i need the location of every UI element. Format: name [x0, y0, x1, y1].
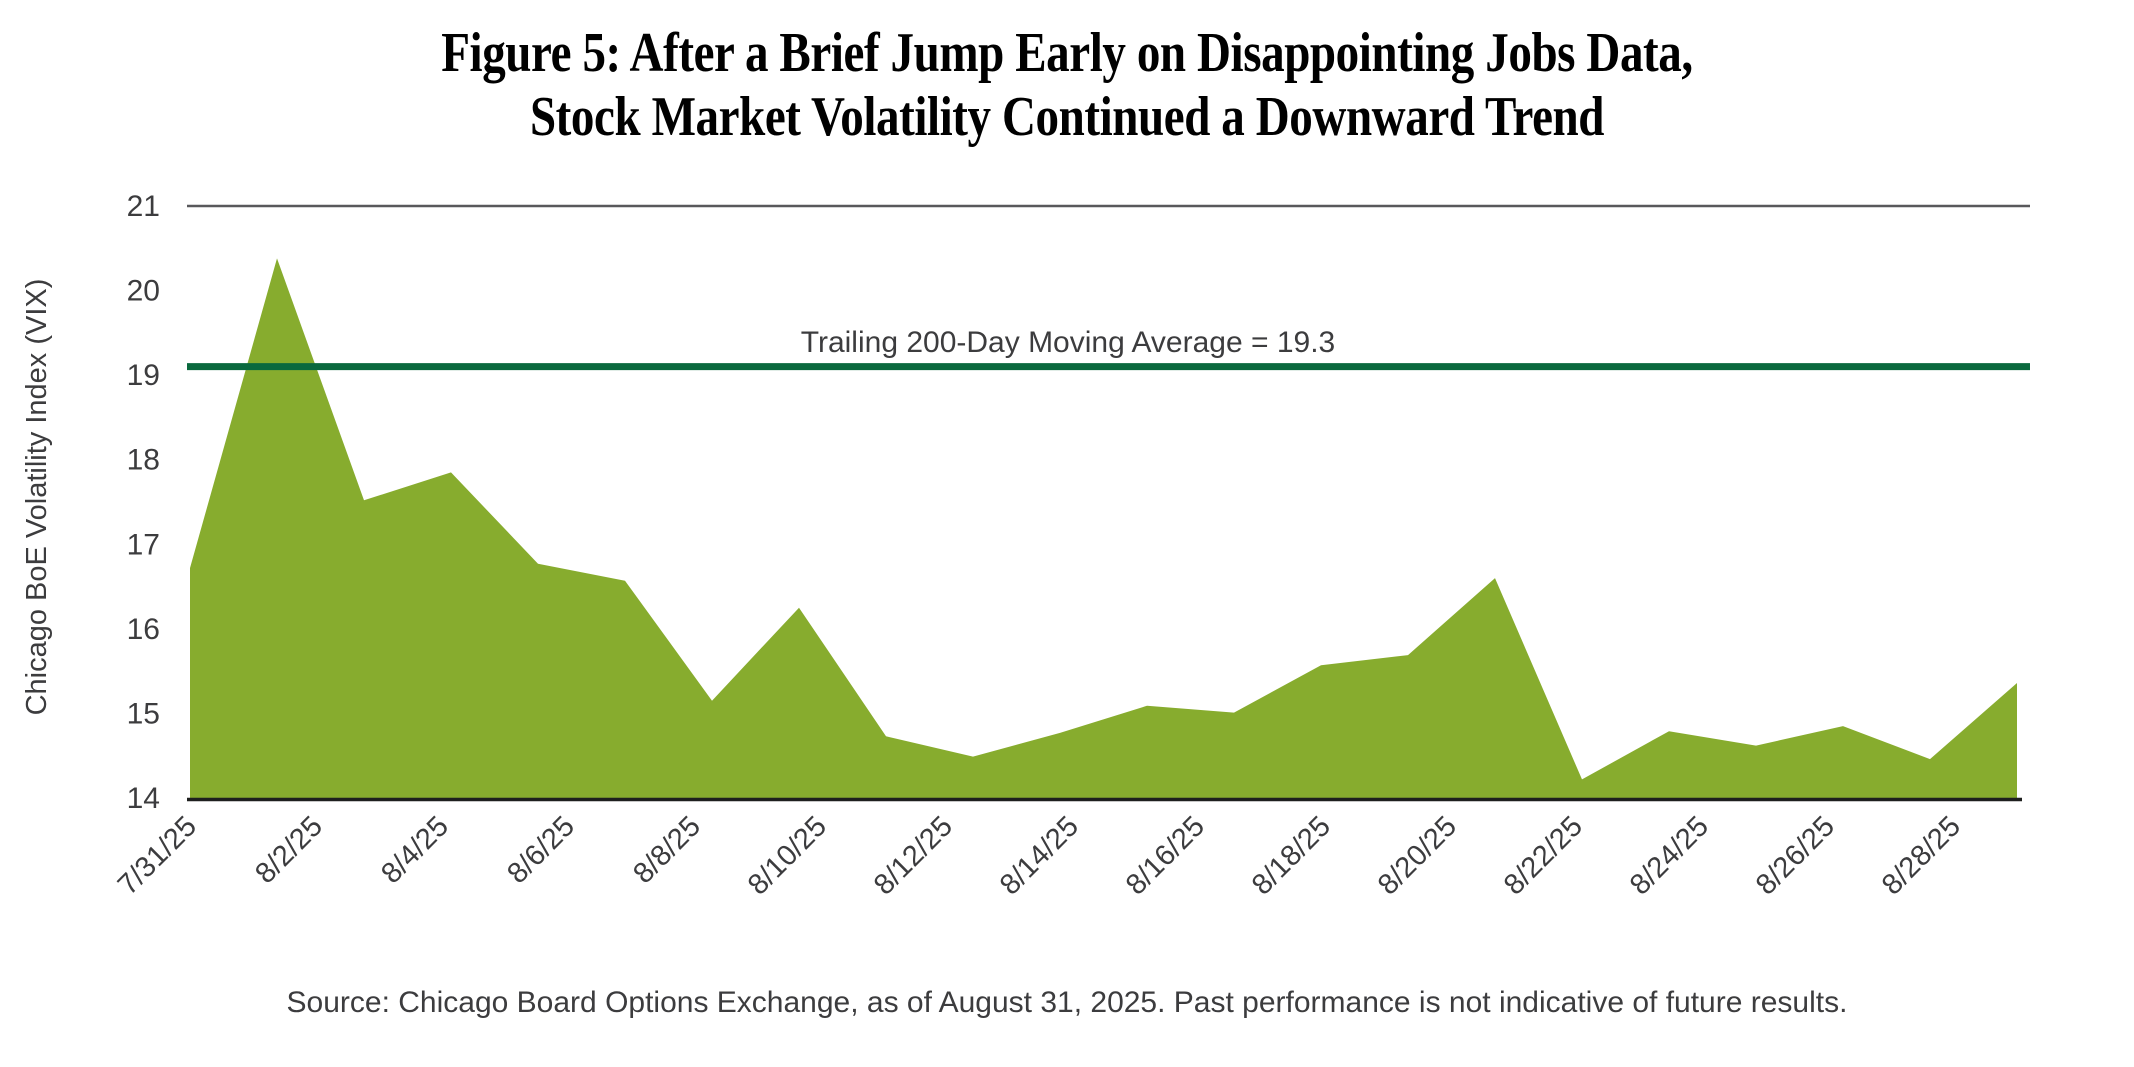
x-tick-label: 8/6/25 [501, 810, 581, 890]
y-tick-label: 20 [127, 275, 160, 308]
figure-title-line2: Stock Market Volatility Continued a Down… [529, 85, 1605, 148]
y-tick-label: 14 [127, 782, 160, 815]
y-tick-label: 17 [127, 528, 160, 561]
area-series [190, 258, 2017, 798]
x-tick-label: 8/28/25 [1876, 810, 1967, 901]
x-tick-label: 8/4/25 [375, 810, 455, 890]
y-axis-title: Chicago BoE Volatility Index (VIX) [21, 279, 53, 716]
x-tick-label: 8/18/25 [1246, 810, 1337, 901]
x-tick-label: 7/31/25 [112, 810, 203, 901]
ma-label: Trailing 200-Day Moving Average = 19.3 [801, 326, 1335, 359]
x-tick-label: 8/26/25 [1750, 810, 1841, 901]
figure-title-line1: Figure 5: After a Brief Jump Early on Di… [441, 22, 1693, 84]
y-tick-label: 16 [127, 613, 160, 646]
x-tick-label: 8/20/25 [1372, 810, 1463, 901]
figure-title: Figure 5: After a Brief Jump Early on Di… [171, 22, 1964, 150]
y-tick-label: 15 [127, 697, 160, 730]
source-note: Source: Chicago Board Options Exchange, … [286, 986, 1848, 1019]
x-tick-label: 8/8/25 [627, 810, 707, 890]
x-tick-label: 8/22/25 [1498, 810, 1589, 901]
y-tick-label: 18 [127, 444, 160, 477]
x-tick-label: 8/14/25 [994, 810, 1085, 901]
x-tick-label: 8/2/25 [249, 810, 329, 890]
x-tick-label: 8/16/25 [1120, 810, 1211, 901]
y-tick-label: 19 [127, 359, 160, 392]
x-tick-label: 8/12/25 [868, 810, 959, 901]
y-tick-label: 21 [127, 190, 160, 223]
x-tick-label: 8/10/25 [742, 810, 833, 901]
x-tick-label: 8/24/25 [1624, 810, 1715, 901]
